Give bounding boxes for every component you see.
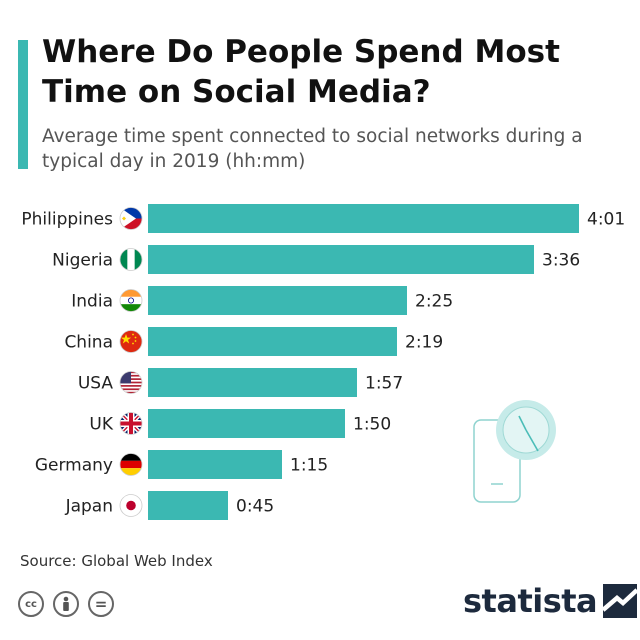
value-label: 0:45 <box>236 497 274 517</box>
logo-text: statista <box>463 582 598 620</box>
bar-usa <box>148 368 357 397</box>
bar-india <box>148 286 407 315</box>
statista-mark-icon <box>603 584 638 618</box>
value-label: 4:01 <box>587 210 625 230</box>
usa-flag <box>119 371 143 394</box>
phone-clock-icon <box>473 400 556 503</box>
bar-germany <box>148 450 282 479</box>
value-label: 1:57 <box>365 374 403 394</box>
value-label: 3:36 <box>542 251 580 271</box>
nigeria-flag <box>119 248 143 271</box>
category-label: Nigeria <box>52 251 113 271</box>
nd-icon[interactable]: = <box>88 591 114 617</box>
bar-nigeria <box>148 245 534 274</box>
china-flag <box>119 330 143 353</box>
value-label: 2:19 <box>405 333 443 353</box>
bar-japan <box>148 491 228 520</box>
category-label: USA <box>78 374 114 394</box>
license-icons: cc = <box>18 591 114 617</box>
by-icon[interactable] <box>53 591 79 617</box>
philippines-flag <box>119 207 143 230</box>
category-label: Germany <box>35 456 113 476</box>
india-flag <box>119 289 143 312</box>
bar-uk <box>148 409 345 438</box>
category-label: Philippines <box>21 210 113 230</box>
statista-logo[interactable]: statista <box>463 582 638 620</box>
chart-subtitle: Average time spent connected to social n… <box>42 126 583 172</box>
source-note: Source: Global Web Index <box>20 552 213 570</box>
value-label: 1:15 <box>290 456 328 476</box>
japan-flag <box>119 494 143 517</box>
bar-chart: Philippines 4:01 Nigeria 3:36 India 2:25 China… <box>21 204 625 520</box>
uk-flag <box>119 412 143 435</box>
value-label: 1:50 <box>353 415 391 435</box>
category-label: Japan <box>65 497 113 517</box>
category-label: India <box>71 292 113 312</box>
bar-philippines <box>148 204 579 233</box>
value-label: 2:25 <box>415 292 453 312</box>
cc-icon[interactable]: cc <box>18 591 44 617</box>
category-label: UK <box>89 415 113 435</box>
germany-flag <box>119 453 143 476</box>
bar-china <box>148 327 397 356</box>
title-accent-bar <box>18 40 28 169</box>
category-label: China <box>64 333 113 353</box>
chart-title: Where Do People Spend Most Time on Socia… <box>42 34 560 110</box>
